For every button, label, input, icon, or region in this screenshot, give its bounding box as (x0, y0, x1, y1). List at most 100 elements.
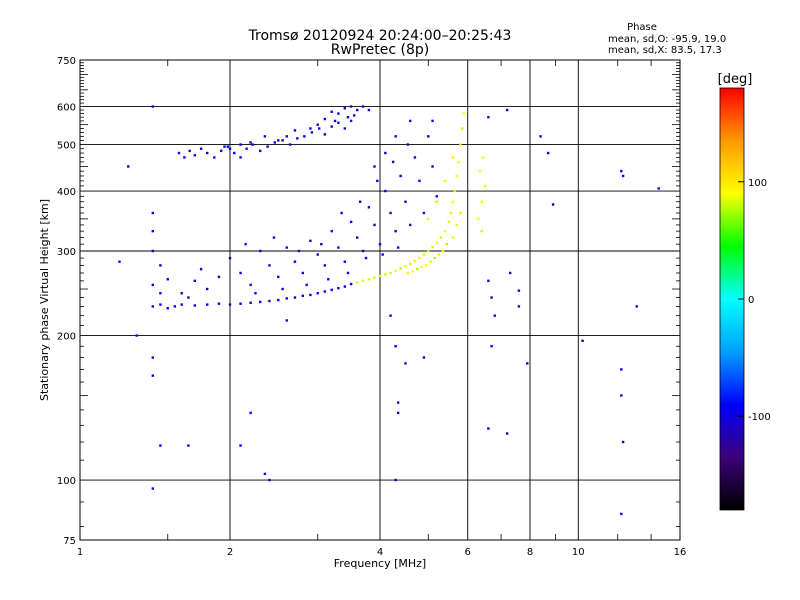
data-point (399, 174, 402, 178)
data-point (277, 298, 280, 302)
data-point (330, 288, 333, 292)
x-tick-label: 8 (527, 547, 533, 558)
data-point (427, 135, 430, 138)
data-point (205, 303, 209, 306)
data-point (180, 292, 183, 295)
colorbar-tick-label: -100 (748, 412, 771, 423)
data-point (159, 292, 162, 295)
chart-subtitle: RwPretec (8p) (331, 42, 429, 58)
data-point (323, 133, 327, 136)
data-point (441, 249, 445, 253)
data-point (413, 259, 417, 263)
data-point (268, 264, 271, 267)
x-tick-label: 6 (465, 547, 471, 558)
data-point (259, 300, 262, 304)
data-point (508, 271, 512, 275)
data-points (118, 105, 660, 516)
data-point (217, 275, 221, 279)
data-point (301, 294, 305, 297)
data-point (159, 264, 162, 267)
data-point (330, 229, 333, 233)
y-tick-label: 500 (57, 141, 76, 152)
stats-o-mode: mean, sd,O: -95.9, 19.0 (608, 34, 726, 45)
data-point (358, 200, 362, 203)
data-point (635, 305, 638, 308)
data-point (239, 271, 242, 275)
data-point (239, 143, 242, 146)
data-point (343, 127, 347, 130)
colorbar-tick-label: 100 (748, 178, 767, 189)
data-point (310, 131, 314, 134)
data-point (346, 116, 350, 119)
data-point (449, 211, 453, 215)
data-point (173, 305, 177, 308)
data-point (151, 283, 155, 287)
data-point (293, 260, 297, 263)
data-point (337, 112, 340, 115)
data-point (268, 478, 271, 482)
plot-frame (79, 59, 681, 541)
data-point (317, 127, 321, 130)
data-point (445, 242, 449, 246)
data-point (193, 279, 197, 283)
data-point (199, 267, 203, 271)
data-point (349, 119, 353, 123)
data-point (151, 211, 155, 215)
data-point (205, 151, 209, 155)
data-point (620, 368, 623, 371)
data-point (305, 283, 308, 287)
data-point (367, 206, 371, 209)
data-point (187, 296, 190, 299)
data-point (431, 165, 434, 168)
data-point (384, 151, 387, 155)
data-point (223, 145, 226, 148)
data-point (429, 260, 432, 263)
data-point (293, 296, 297, 299)
data-point (323, 117, 327, 121)
data-point (455, 223, 458, 227)
data-point (413, 156, 417, 159)
data-point (394, 345, 397, 348)
data-point (451, 156, 455, 159)
data-point (249, 283, 252, 287)
data-point (355, 236, 359, 239)
data-point (367, 278, 371, 281)
data-point (431, 119, 434, 123)
axis-ticks: 1 2 4 6 8 10 16 75 100 200 300 400 500 600 750 (57, 56, 686, 558)
data-point (657, 187, 660, 190)
data-point (493, 314, 497, 317)
data-point (239, 156, 242, 159)
data-point (621, 440, 625, 444)
data-point (239, 302, 242, 305)
data-point (404, 362, 407, 365)
data-point (159, 444, 162, 447)
data-point (343, 260, 347, 263)
data-point (343, 285, 347, 288)
data-point (277, 139, 280, 142)
data-point (459, 211, 462, 215)
x-axis-label: Frequency [MHz] (334, 557, 426, 570)
data-point (422, 253, 426, 256)
data-point (346, 271, 350, 275)
data-point (435, 195, 438, 198)
data-point (249, 141, 252, 144)
data-point (409, 223, 412, 227)
data-point (389, 271, 392, 275)
data-point (188, 149, 191, 153)
data-point (259, 149, 262, 153)
data-point (443, 229, 447, 233)
data-point (309, 127, 312, 130)
data-point (349, 220, 353, 224)
data-point (166, 307, 169, 310)
x-tick-label: 16 (674, 547, 687, 558)
data-point (517, 289, 521, 292)
data-point (268, 299, 271, 303)
data-point (288, 143, 292, 146)
data-point (263, 135, 267, 138)
data-point (394, 478, 397, 482)
data-point (219, 149, 223, 153)
data-point (281, 139, 284, 142)
data-point (263, 472, 267, 476)
data-point (273, 141, 276, 144)
data-point (349, 282, 353, 286)
